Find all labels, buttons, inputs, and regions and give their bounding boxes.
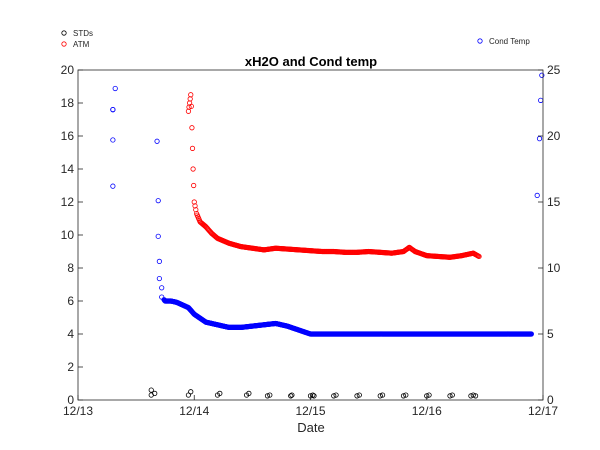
x-tick-label: 12/17 (528, 404, 558, 418)
data-point (539, 72, 545, 78)
data-point (449, 392, 455, 398)
y-tick-label: 14 (61, 162, 75, 176)
x-axis-label: Date (297, 420, 324, 435)
legend-left: STDs ATM (61, 29, 93, 49)
data-point (189, 145, 196, 151)
y-tick-label: 6 (67, 294, 74, 308)
data-point (536, 136, 543, 142)
y-tick-label: 2 (67, 360, 74, 374)
data-point (152, 390, 158, 396)
y-tick-label: 12 (61, 195, 75, 209)
data-point (289, 392, 295, 398)
data-point (110, 137, 116, 143)
y-tick-label: 16 (61, 129, 75, 143)
data-point (267, 392, 273, 398)
legend-label: STDs (73, 29, 93, 38)
legend-label: ATM (73, 40, 90, 49)
data-point (528, 331, 534, 337)
data-point (155, 233, 161, 239)
y2-tick-label: 25 (547, 63, 561, 77)
data-point (264, 393, 271, 399)
plot-area (110, 72, 545, 399)
data-point (159, 285, 165, 291)
data-point (246, 390, 252, 396)
data-point (377, 393, 383, 399)
data-point (538, 97, 544, 103)
data-point (156, 275, 162, 282)
data-point (188, 389, 194, 395)
data-point (311, 393, 317, 399)
y2-tick-label: 0 (547, 393, 554, 407)
data-point (156, 258, 162, 264)
y-tick-label: 20 (61, 63, 75, 77)
data-point (187, 96, 193, 102)
data-point (110, 107, 116, 113)
data-point (331, 393, 337, 399)
data-point (333, 392, 339, 398)
y2-tick-label: 5 (547, 327, 554, 341)
axes: 0 2 4 6 8 10 12 14 16 18 20 0 5 10 15 20 25 12/13 12/14 12/… (61, 63, 561, 418)
data-point (193, 207, 199, 213)
data-point (191, 199, 197, 205)
data-point (188, 103, 194, 109)
data-point (154, 138, 160, 144)
legend-marker (477, 38, 483, 44)
data-point (189, 125, 195, 131)
data-point (534, 192, 540, 198)
data-point (356, 392, 362, 398)
data-point (354, 393, 360, 399)
data-point (110, 183, 116, 189)
series-cond-temp (110, 72, 545, 337)
data-point (447, 393, 453, 399)
data-point (191, 182, 197, 189)
y-tick-label: 10 (61, 228, 75, 242)
y2-tick-label: 15 (547, 195, 561, 209)
legend-right: Cond Temp (477, 37, 530, 46)
data-point (192, 203, 198, 209)
data-point (188, 92, 194, 98)
legend-label: Cond Temp (489, 37, 530, 46)
data-point (190, 166, 196, 172)
data-point (217, 390, 223, 396)
data-point (185, 108, 192, 114)
data-point (379, 392, 386, 398)
y2-tick-label: 10 (547, 261, 561, 275)
series-stds (148, 387, 479, 399)
data-point (288, 393, 294, 399)
data-point (472, 393, 479, 399)
y2-tick-label: 20 (547, 129, 561, 143)
data-point (476, 253, 482, 260)
x-tick-label: 12/15 (295, 404, 325, 418)
data-point (112, 85, 118, 92)
data-point (155, 198, 161, 204)
data-point (403, 392, 409, 398)
data-point (470, 392, 476, 398)
chart-title: xH2O and Cond temp (245, 54, 377, 69)
y-tick-label: 0 (67, 393, 74, 407)
data-point (148, 387, 154, 393)
y-tick-label: 4 (67, 327, 74, 341)
data-point (400, 393, 407, 399)
series-atm (185, 92, 482, 260)
legend-marker (61, 41, 67, 47)
y-tick-label: 8 (67, 261, 74, 275)
y-tick-label: 18 (61, 96, 75, 110)
legend-marker (61, 30, 67, 36)
x-tick-label: 12/13 (63, 404, 93, 418)
x-tick-label: 12/16 (412, 404, 442, 418)
x-tick-label: 12/14 (179, 404, 209, 418)
plot-frame (77, 69, 544, 401)
